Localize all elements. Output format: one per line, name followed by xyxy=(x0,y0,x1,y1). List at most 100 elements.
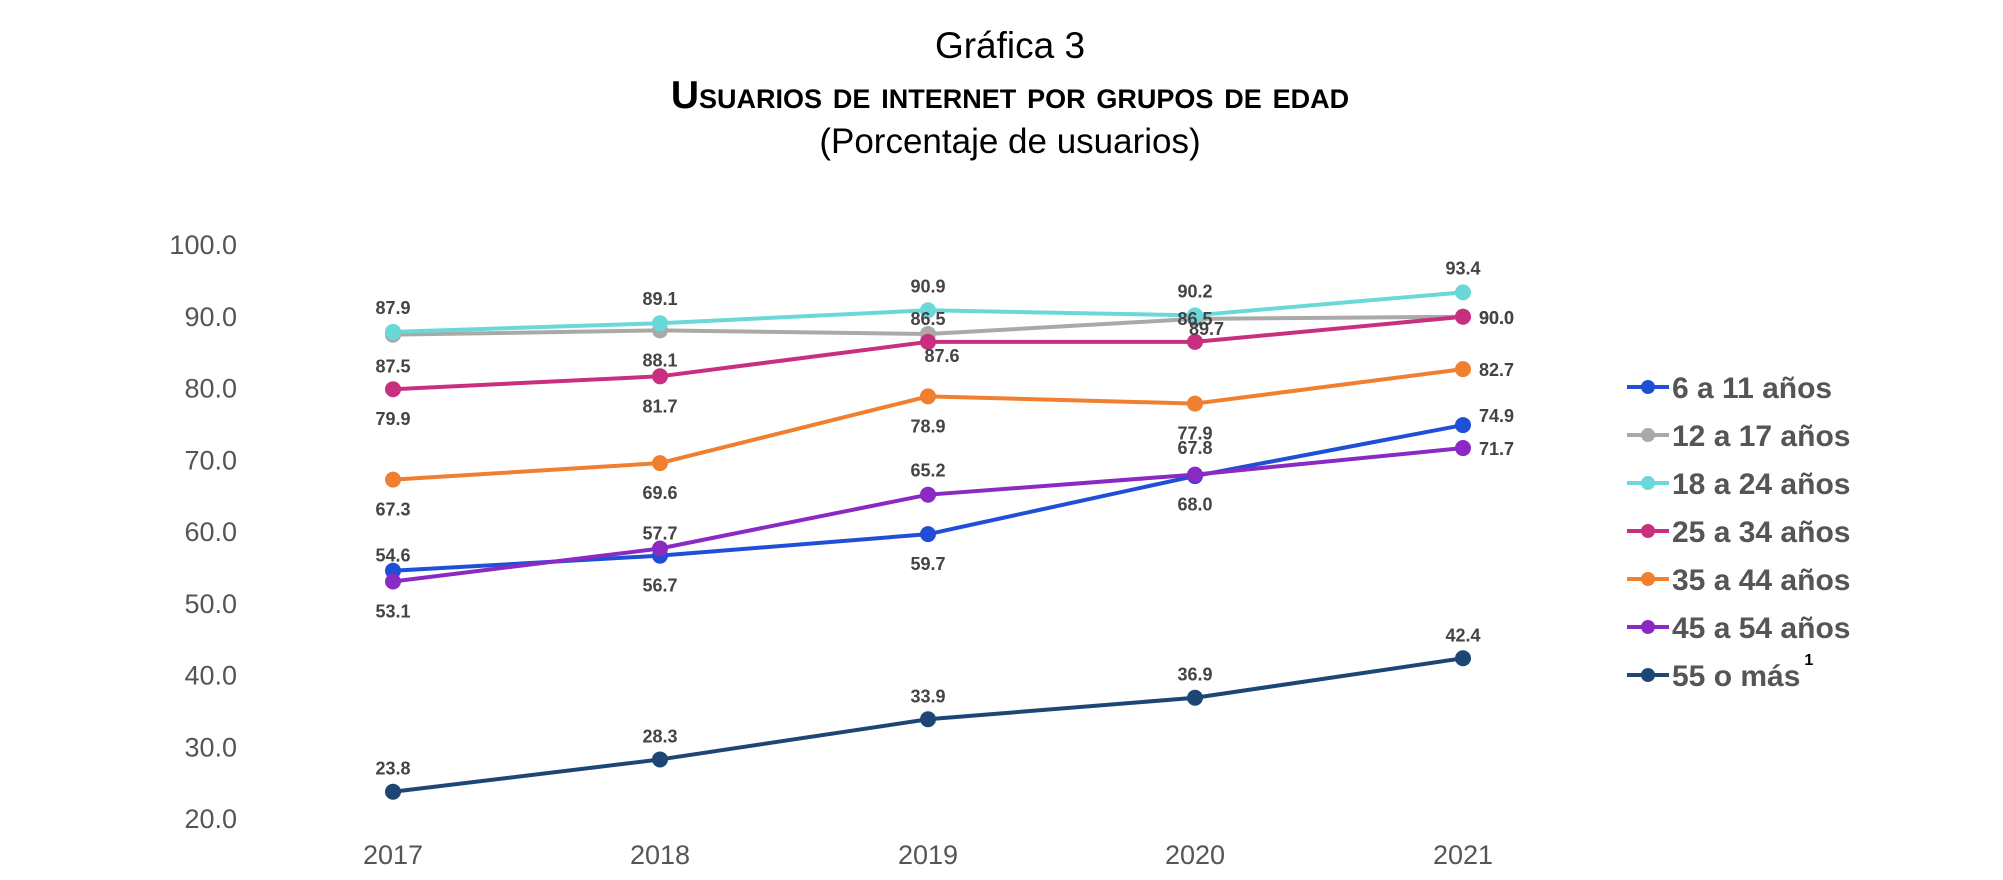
y-tick-label: 100.0 xyxy=(169,230,237,260)
legend-swatch-marker xyxy=(1641,524,1655,538)
data-label-6-a-11-anos: 54.6 xyxy=(375,546,410,566)
data-point-18-a-24-anos xyxy=(920,302,936,319)
data-label-18-a-24-anos: 87.9 xyxy=(375,298,410,318)
y-tick-label: 70.0 xyxy=(184,445,237,475)
data-label-55-o-mas: 36.9 xyxy=(1177,665,1212,685)
legend-swatch-marker xyxy=(1641,572,1655,586)
y-tick-label: 30.0 xyxy=(184,732,237,762)
legend-label-45-a-54-anos: 45 a 54 años xyxy=(1672,612,1850,645)
y-tick-label: 50.0 xyxy=(184,589,237,619)
x-axis: 2017 2018 2019 2020 2021 xyxy=(363,840,1493,870)
y-tick-label: 60.0 xyxy=(184,517,237,547)
data-point-6-a-11-anos xyxy=(1455,417,1471,434)
data-point-55-o-mas xyxy=(1455,650,1471,667)
legend-footnote-marker: 1 xyxy=(1804,652,1813,669)
data-label-45-a-54-anos: 68.0 xyxy=(1177,495,1212,515)
data-label-25-a-34-anos: 86.5 xyxy=(910,309,945,329)
legend-label-18-a-24-anos: 18 a 24 años xyxy=(1672,468,1850,501)
legend-label-12-a-17-anos: 12 a 17 años xyxy=(1672,420,1850,453)
data-label-6-a-11-anos: 59.7 xyxy=(910,554,945,574)
data-label-55-o-mas: 28.3 xyxy=(642,726,677,746)
legend-label-6-a-11-anos: 6 a 11 años xyxy=(1672,372,1832,405)
data-labels: 54.6 56.7 59.7 67.8 74.9 87.5 88.1 87.6 89.7 90.0… xyxy=(375,258,1514,778)
data-point-55-o-mas xyxy=(1187,689,1203,706)
data-label-35-a-44-anos: 77.9 xyxy=(1177,424,1212,444)
data-label-18-a-24-anos: 90.2 xyxy=(1177,281,1212,301)
data-label-25-a-34-anos: 90.0 xyxy=(1479,308,1514,328)
data-point-55-o-mas xyxy=(652,751,668,768)
data-point-35-a-44-anos xyxy=(1187,395,1203,412)
data-point-25-a-34-anos xyxy=(652,368,668,385)
data-label-25-a-34-anos: 79.9 xyxy=(375,409,410,429)
data-label-45-a-54-anos: 53.1 xyxy=(375,602,410,622)
data-point-25-a-34-anos xyxy=(385,381,401,398)
data-label-12-a-17-anos: 87.5 xyxy=(375,357,410,377)
data-label-25-a-34-anos: 81.7 xyxy=(642,396,677,416)
data-label-6-a-11-anos: 74.9 xyxy=(1479,406,1514,426)
data-label-18-a-24-anos: 89.1 xyxy=(642,289,677,309)
data-label-55-o-mas: 23.8 xyxy=(375,759,410,779)
y-axis: 100.0 90.0 80.0 70.0 60.0 50.0 40.0 30.0 20.0 xyxy=(169,230,237,834)
data-point-35-a-44-anos xyxy=(920,388,936,405)
data-label-12-a-17-anos: 89.7 xyxy=(1189,319,1224,339)
chart-unit-subtitle: (Porcentaje de usuarios) xyxy=(819,122,1200,161)
data-point-45-a-54-anos xyxy=(1187,466,1203,483)
data-label-12-a-17-anos: 87.6 xyxy=(924,346,959,366)
y-tick-label: 80.0 xyxy=(184,374,237,404)
y-tick-label: 20.0 xyxy=(184,804,237,834)
data-point-45-a-54-anos xyxy=(1455,440,1471,457)
data-point-25-a-34-anos xyxy=(1187,333,1203,350)
data-label-12-a-17-anos: 88.1 xyxy=(642,350,677,370)
data-label-55-o-mas: 33.9 xyxy=(910,686,945,706)
data-label-45-a-54-anos: 65.2 xyxy=(910,461,945,481)
data-label-35-a-44-anos: 67.3 xyxy=(375,500,410,520)
data-label-35-a-44-anos: 78.9 xyxy=(910,416,945,436)
legend-label-25-a-34-anos: 25 a 34 años xyxy=(1672,516,1850,549)
data-point-18-a-24-anos xyxy=(652,315,668,332)
data-label-25-a-34-anos: 86.5 xyxy=(1177,309,1212,329)
data-point-45-a-54-anos xyxy=(385,573,401,590)
chart-title: Gráfica 3 xyxy=(935,25,1085,66)
y-tick-label: 90.0 xyxy=(184,302,237,332)
chart-subtitle: Usuarios de internet por grupos de edad xyxy=(671,74,1349,117)
data-point-35-a-44-anos xyxy=(1455,361,1471,378)
legend-label-35-a-44-anos: 35 a 44 años xyxy=(1672,564,1850,597)
x-tick-label: 2021 xyxy=(1433,840,1493,870)
x-tick-label: 2017 xyxy=(363,840,423,870)
data-point-6-a-11-anos xyxy=(920,526,936,543)
data-point-18-a-24-anos xyxy=(385,323,401,340)
legend-swatch-marker xyxy=(1641,380,1655,394)
data-label-18-a-24-anos: 90.9 xyxy=(910,276,945,296)
x-tick-label: 2020 xyxy=(1165,840,1225,870)
legend-label-55-o-mas: 55 o más xyxy=(1672,660,1800,693)
x-tick-label: 2019 xyxy=(898,840,958,870)
data-point-55-o-mas xyxy=(385,783,401,800)
data-point-18-a-24-anos xyxy=(1455,284,1471,301)
legend: 6 a 11 años 12 a 17 años 18 a 24 años 25 a … xyxy=(1627,372,1850,693)
data-point-25-a-34-anos xyxy=(920,333,936,350)
data-point-35-a-44-anos xyxy=(652,455,668,472)
legend-swatch-marker xyxy=(1641,620,1655,634)
data-label-55-o-mas: 42.4 xyxy=(1445,625,1480,645)
data-point-55-o-mas xyxy=(920,711,936,728)
data-label-12-a-17-anos: 90.0 xyxy=(1479,308,1514,328)
data-label-35-a-44-anos: 69.6 xyxy=(642,483,677,503)
data-point-35-a-44-anos xyxy=(385,471,401,488)
data-point-45-a-54-anos xyxy=(920,486,936,503)
data-point-45-a-54-anos xyxy=(652,540,668,557)
y-tick-label: 40.0 xyxy=(184,661,237,691)
data-point-18-a-24-anos xyxy=(1187,307,1203,324)
data-label-45-a-54-anos: 57.7 xyxy=(642,524,677,544)
data-label-35-a-44-anos: 82.7 xyxy=(1479,360,1514,380)
x-tick-label: 2018 xyxy=(630,840,690,870)
data-label-6-a-11-anos: 67.8 xyxy=(1177,438,1212,458)
legend-swatch-marker xyxy=(1641,476,1655,490)
legend-swatch-marker xyxy=(1641,668,1655,682)
data-point-25-a-34-anos xyxy=(1455,308,1471,325)
data-label-45-a-54-anos: 71.7 xyxy=(1479,439,1514,459)
series-points xyxy=(385,284,1471,800)
data-label-18-a-24-anos: 93.4 xyxy=(1445,258,1480,278)
legend-swatch-marker xyxy=(1641,428,1655,442)
